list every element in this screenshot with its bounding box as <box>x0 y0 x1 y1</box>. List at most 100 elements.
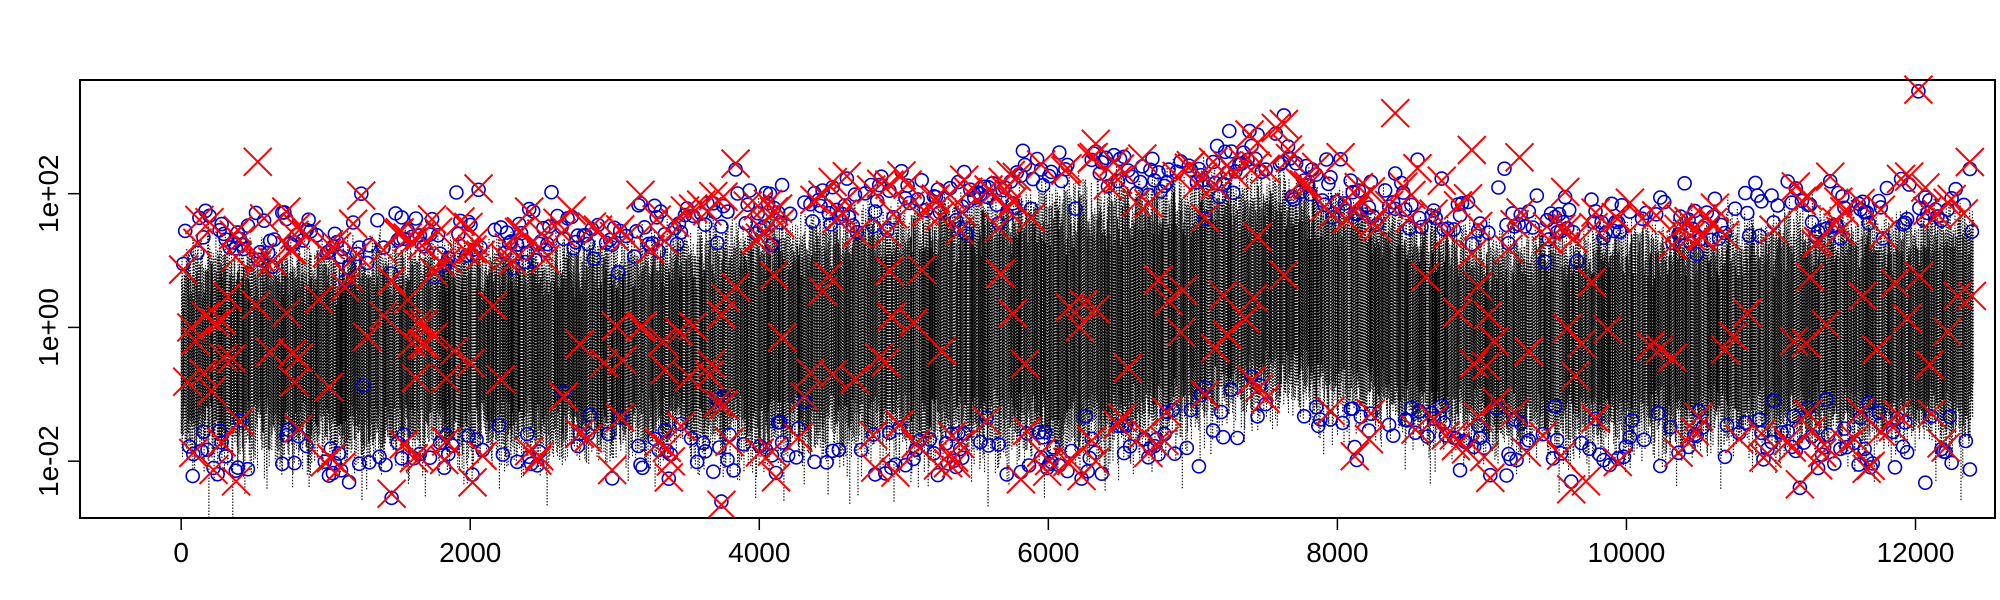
circle-point <box>218 449 233 464</box>
circle-point <box>540 236 555 252</box>
cross-point <box>1904 261 1934 291</box>
cross-point <box>992 194 1022 225</box>
circle-point <box>359 255 375 271</box>
cross-point <box>241 290 271 320</box>
cross-outlier <box>1571 466 1601 496</box>
circle-point <box>1183 402 1199 418</box>
circle-point <box>1472 216 1488 231</box>
circle-point <box>1205 423 1221 438</box>
cross-point <box>1823 186 1854 217</box>
circle-point <box>523 456 539 472</box>
cross-point <box>1797 415 1827 446</box>
circle-point <box>867 204 883 219</box>
cross-point <box>376 265 407 296</box>
circle-point <box>1426 203 1441 218</box>
circle-point <box>807 454 822 470</box>
cross-point <box>194 207 225 237</box>
circle-point <box>950 426 966 441</box>
circle-point <box>1410 152 1425 167</box>
circle-point <box>1167 446 1182 462</box>
circle-point <box>1784 195 1800 210</box>
cross-point <box>1710 220 1740 250</box>
circle-point <box>879 223 895 238</box>
circle-point <box>1276 108 1292 123</box>
cross-point <box>1773 426 1803 456</box>
cross-point <box>399 443 429 473</box>
circle-point <box>1345 401 1360 416</box>
cross-point <box>874 256 905 286</box>
cross-point <box>1880 268 1910 298</box>
cross-point <box>312 238 342 268</box>
circle-point <box>499 225 515 240</box>
cross-point <box>1552 213 1582 243</box>
cross-point <box>872 218 903 248</box>
circle-point <box>396 427 412 443</box>
circle-point <box>349 246 365 262</box>
cross-point <box>759 260 789 291</box>
cross-point <box>457 234 488 265</box>
cross-point <box>1580 403 1611 434</box>
circle-point <box>1191 458 1207 474</box>
circle-point <box>600 426 616 442</box>
circle-point <box>1434 171 1449 186</box>
cross-point <box>1168 275 1198 306</box>
circle-point <box>1610 451 1626 466</box>
cross-outlier <box>1380 98 1410 128</box>
circle-point <box>351 240 367 255</box>
circle-point <box>449 185 464 200</box>
cross-point <box>1481 387 1512 417</box>
cross-point <box>1251 384 1281 414</box>
cross-point <box>1839 424 1870 454</box>
circle-point <box>1337 196 1352 211</box>
circle-point <box>1511 217 1526 232</box>
circle-outlier <box>1792 480 1808 496</box>
circle-point <box>1934 213 1949 228</box>
circle-point <box>1387 201 1403 217</box>
circle-point <box>710 235 725 251</box>
circle-point <box>1570 253 1585 269</box>
circle-point <box>944 426 960 442</box>
cross-point <box>208 343 239 373</box>
cross-point <box>1166 317 1196 348</box>
circle-point <box>884 460 899 476</box>
cross-point <box>1161 161 1192 191</box>
cross-point <box>1151 397 1182 427</box>
circle-point <box>1481 225 1496 240</box>
cross-point <box>1325 142 1356 172</box>
circle-point <box>1930 209 1945 224</box>
cross-point <box>1910 172 1941 203</box>
cross-point <box>641 204 672 235</box>
cross-point <box>178 438 209 468</box>
circle-point <box>232 413 248 428</box>
cross-point <box>1433 219 1463 249</box>
circle-point <box>1822 173 1838 189</box>
cross-point <box>182 228 213 258</box>
cross-point <box>486 364 516 394</box>
cross-point <box>1700 192 1730 223</box>
cross-point <box>1665 203 1696 234</box>
cross-point <box>1410 262 1441 292</box>
circle-point <box>333 462 349 478</box>
cross-point <box>876 301 907 332</box>
cross-point <box>542 208 573 238</box>
circle-point <box>922 432 938 447</box>
circle-point <box>1244 138 1259 154</box>
circle-point <box>345 215 361 230</box>
circle-point <box>353 186 369 201</box>
cross-point <box>1894 161 1924 192</box>
cross-point <box>757 436 787 467</box>
cross-point <box>188 358 219 388</box>
circle-point <box>1165 402 1180 418</box>
cross-point <box>583 215 613 245</box>
cross-point <box>172 366 202 397</box>
cross-point <box>1580 197 1611 228</box>
circle-point <box>1141 449 1156 465</box>
circle-point <box>1964 224 1980 239</box>
circle-point <box>790 421 806 436</box>
circle-point <box>1616 449 1632 465</box>
circle-point <box>1606 223 1621 239</box>
circle-point <box>1752 228 1767 244</box>
circle-point <box>230 460 246 475</box>
circle-point <box>1624 413 1640 428</box>
